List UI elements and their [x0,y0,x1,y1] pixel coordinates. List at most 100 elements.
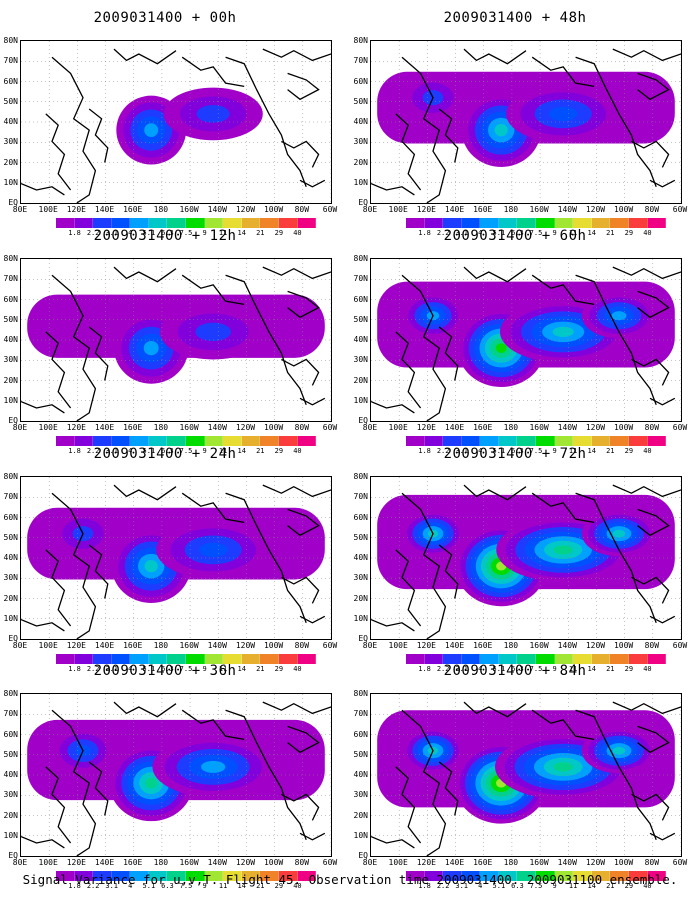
latitude-label: 70N [353,492,368,502]
longitude-label: 160W [179,205,199,214]
colorbar [406,654,667,664]
longitude-label: 120W [235,641,256,650]
colorbar-label: 21 [256,665,265,673]
colorbar-swatch [591,218,611,228]
latitude-label: 50N [3,314,18,324]
coastline [531,274,595,306]
colorbar-label: 11 [218,229,228,237]
coastline [463,484,527,501]
colorbar-swatch [443,218,462,228]
colorbar-swatch [424,654,444,664]
coastline [45,113,72,191]
coastline [181,492,245,524]
colorbar-label: 4 [128,447,133,455]
colorbar-label: 7.5 [529,447,543,455]
colorbar-swatch [443,436,462,446]
longitude-label: 140E [444,858,465,867]
coastline [181,274,245,306]
panel-title: 2009031400 + 00h [93,10,237,26]
colorbar-label: 2.2 [86,229,100,237]
colorbar-label: 11 [568,665,578,673]
latitude-label: 30N [3,573,18,583]
colorbar-label: 1.8 [418,665,431,673]
latitude-label: 70N [3,492,18,502]
colorbar-swatch [130,871,149,881]
colorbar-swatch [204,436,224,446]
latitude-label: 70N [3,709,18,719]
coastline [88,761,109,816]
latitude-label: 50N [3,532,18,542]
longitude-label: 160W [529,205,549,214]
colorbar-swatch [297,654,317,664]
colorbar-label: 11 [218,882,228,890]
latitude-label: 30N [3,355,18,365]
coastline [637,290,670,319]
colorbar-label: 40 [293,229,302,237]
colorbar-label: 2.2 [436,229,450,237]
longitude-label: 160W [529,858,549,867]
longitude-label: 120E [416,205,436,214]
colorbar-swatch [573,654,592,664]
colorbar-label: 14 [237,665,246,673]
latitude-label: 60N [353,729,368,739]
colorbar-label: 14 [237,229,246,237]
longitude-label: 100E [388,858,408,867]
coastline [438,761,459,816]
colorbar-swatch [628,654,648,664]
colorbar-swatch [130,654,149,664]
colorbar-swatch [241,436,261,446]
longitude-label: 80W [644,205,660,214]
coastline [463,266,527,283]
coastline [262,48,331,62]
panel-title: 2009031400 + 48h [443,10,587,26]
latitude-label: 40N [353,553,368,562]
colorbar-swatch [297,436,317,446]
colorbar-label: 29 [274,447,284,455]
latitude-label: 70N [3,56,18,66]
colorbar-label: 5.1 [492,882,506,890]
latitude-label: EQ [358,198,368,207]
colorbar-swatch [591,871,611,881]
longitude-label: 100E [38,858,58,867]
variance-map [20,693,332,857]
coastline [113,266,177,283]
latitude-label: 30N [353,355,368,365]
colorbar-swatch [554,436,574,446]
colorbar-label: 2.2 [436,882,450,890]
coastline [281,793,320,821]
colorbar-label: 29 [274,229,284,237]
colorbar-swatch [424,436,444,446]
colorbar-swatch [480,436,499,446]
latitude-label: 40N [3,117,18,126]
longitude-label: 140W [207,641,227,650]
longitude-label: 140W [557,858,577,867]
colorbar-swatch [610,654,629,664]
coastline [631,358,670,386]
longitude-label: 120W [585,641,606,650]
colorbar-swatch [628,436,648,446]
colorbar-label: 40 [643,229,652,237]
colorbar-label: 7.5 [179,882,193,890]
colorbar-swatch [186,218,205,228]
colorbar-swatch [204,871,224,881]
longitude-label: 80E [362,641,378,650]
colorbar-label: 7.5 [179,447,193,455]
coastline [51,274,97,421]
latitude-label: 50N [353,314,368,324]
colorbar-label: 1.8 [68,229,81,237]
colorbar-swatch [647,436,667,446]
coastline [401,274,447,421]
coastline [45,549,72,627]
coastline [631,793,670,821]
latitude-label: 50N [3,749,18,759]
coastline [181,56,245,88]
latitude-label: EQ [358,634,368,643]
variance-contour [201,760,226,773]
colorbar-swatch [461,436,481,446]
latitude-label: EQ [358,416,368,425]
colorbar [56,218,317,228]
coastline [113,701,177,718]
colorbar-swatch [610,218,629,228]
variance-contour [553,545,573,555]
colorbar-label: 7.5 [179,665,193,673]
